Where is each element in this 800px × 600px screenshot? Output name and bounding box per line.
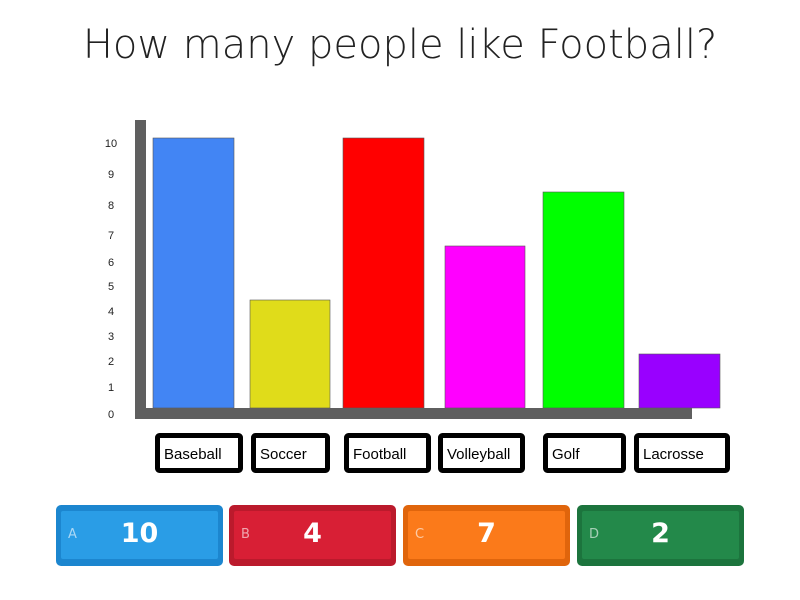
- bar-golf: [542, 191, 625, 409]
- category-label: Lacrosse: [643, 446, 704, 463]
- bar-football: [342, 137, 425, 409]
- option-value: 2: [651, 518, 670, 549]
- bar-lacrosse: [638, 353, 721, 409]
- option-value: 10: [120, 518, 159, 549]
- category-label: Volleyball: [447, 446, 510, 463]
- option-letter: C: [415, 527, 425, 542]
- category-label-box: [543, 433, 626, 473]
- category-label: Baseball: [164, 446, 222, 463]
- option-face: [234, 511, 391, 559]
- category-label-box: [251, 433, 330, 473]
- y-tick-label: 3: [108, 331, 114, 343]
- option-face: [582, 511, 739, 559]
- option-letter: D: [589, 527, 600, 542]
- question-title: How many people like Football?: [82, 22, 718, 68]
- y-tick-label: 4: [108, 306, 114, 318]
- category-label: Football: [353, 446, 406, 463]
- category-label-box: [634, 433, 730, 473]
- y-axis: [135, 120, 146, 418]
- category-label-box: [438, 433, 525, 473]
- answer-option-d[interactable]: D 2: [577, 505, 744, 566]
- y-tick-label: 6: [108, 257, 114, 269]
- option-face: [408, 511, 565, 559]
- option-value: 4: [303, 518, 322, 549]
- option-face: [61, 511, 218, 559]
- y-tick-label: 9: [108, 169, 114, 181]
- category-label-box: [344, 433, 431, 473]
- y-tick-label: 10: [105, 138, 117, 150]
- y-tick-label: 1: [108, 382, 114, 394]
- answer-option-b[interactable]: B 4: [229, 505, 396, 566]
- y-tick-label: 5: [108, 281, 114, 293]
- bar-volleyball: [444, 245, 526, 409]
- y-tick-label: 2: [108, 356, 114, 368]
- option-letter: B: [241, 527, 250, 542]
- answer-option-c[interactable]: C 7: [403, 505, 570, 566]
- option-letter: A: [68, 527, 77, 542]
- y-tick-label: 0: [108, 409, 114, 421]
- category-label: Golf: [552, 446, 580, 463]
- category-label: Soccer: [260, 446, 307, 463]
- bar-chart: 0 1 2 3 4 5 6 7 8 9 10 Baseball Soccer Football Volley…: [105, 120, 730, 473]
- y-tick-label: 8: [108, 200, 114, 212]
- y-tick-label: 7: [108, 230, 114, 242]
- bar-soccer: [249, 299, 331, 409]
- answer-option-a[interactable]: A 10: [56, 505, 223, 566]
- category-label-box: [155, 433, 243, 473]
- bar-baseball: [152, 137, 235, 409]
- x-axis: [135, 408, 692, 419]
- option-value: 7: [477, 518, 496, 549]
